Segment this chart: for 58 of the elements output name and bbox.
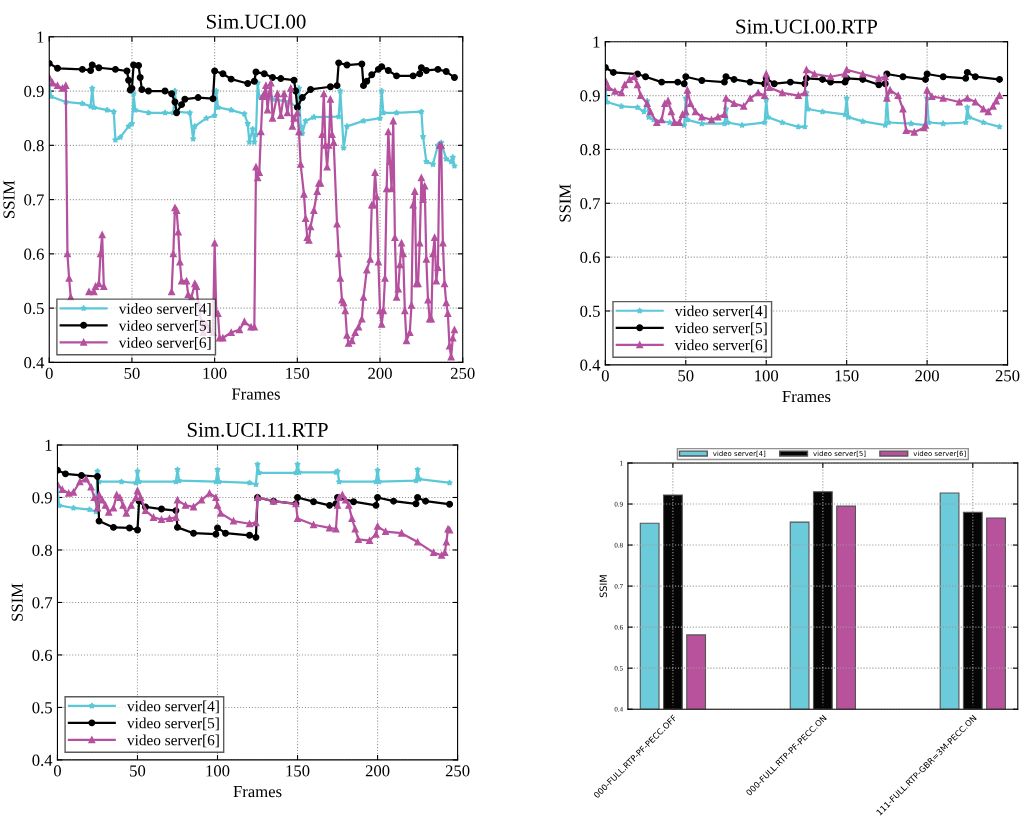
legend-label: video server[5] [674,322,767,336]
x-axis-title: Frames [233,786,282,798]
y-axis-title: SSIM [599,575,607,598]
y-tick-label: 0.7 [24,194,44,206]
y-tick-label: 0.6 [32,649,53,661]
y-tick-label: 0.9 [24,85,44,98]
y-tick-label: 0.7 [580,197,600,210]
y-tick-label: 0.4 [24,357,45,369]
y-tick-label: 1 [37,31,44,43]
legend-label: video server[6] [126,734,219,748]
y-axis-title: SSIM [559,184,571,222]
x-tick-label: 250 [450,367,475,379]
x-tick-label: 150 [286,765,310,777]
y-tick-label: 0.5 [32,702,52,714]
x-tick-label: 0 [45,367,53,379]
chart-title: Sim.UCI.11.RTP [187,422,328,437]
x-tick-label: 50 [130,765,146,777]
x-tick-label: 0 [601,370,609,382]
x-tick-label: 250 [995,370,1020,382]
y-tick-label: 0.6 [580,251,600,264]
y-tick-label: 0.9 [580,90,600,102]
y-tick-label: 1 [45,439,52,451]
x-tick-label: 150 [286,367,310,379]
y-tick-label: 0.4 [580,359,601,371]
x-tick-label: 100 [206,765,230,777]
legend-label: video server[4] [126,700,219,714]
y-tick-label: 0.7 [32,597,53,609]
legend-label: video server[6] [674,339,767,353]
y-tick-label: 0.9 [32,492,52,504]
chart-title: Sim.UCI.00 [207,14,306,29]
legend-label: video server[4] [118,303,211,316]
x-tick-label: 100 [755,370,779,382]
legend-label: video server[5] [126,717,219,731]
x-tick-label: 50 [124,367,140,379]
x-tick-label: 100 [203,367,227,379]
x-tick-label: 0 [53,765,61,777]
legend-label: video server[6] [118,337,211,350]
y-tick-label: 0.5 [580,305,600,317]
x-tick-label: 250 [445,765,470,777]
y-axis-title: SSIM [3,180,15,218]
x-axis-title: Frames [231,388,280,400]
y-tick-label: 0.6 [24,248,44,260]
x-tick-label: 50 [678,370,694,382]
chart-title: Sim.UCI.00.RTP [736,19,878,34]
legend-label: video server[5] [118,320,211,333]
x-tick-label: 200 [368,367,392,379]
y-tick-label: 0.5 [24,302,44,315]
x-tick-label: 150 [835,370,859,382]
y-tick-label: 0.8 [32,544,52,556]
legend-label: video server[4] [674,305,767,319]
y-tick-label: 1 [593,36,600,48]
x-tick-label: 200 [365,765,390,777]
y-tick-label: 0.8 [580,144,600,156]
x-axis-title: Frames [782,391,831,403]
y-tick-label: 0.8 [24,140,44,152]
y-tick-label: 0.4 [32,754,53,766]
x-tick-label: 200 [915,370,939,382]
y-axis-title: SSIM [11,583,23,621]
